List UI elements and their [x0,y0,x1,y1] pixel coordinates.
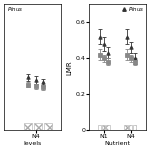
X-axis label: levels: levels [23,141,42,146]
Bar [102,125,105,130]
Bar [124,125,127,130]
Bar [106,125,109,130]
Y-axis label: LMR: LMR [66,60,72,75]
X-axis label: Nutrient: Nutrient [105,141,130,146]
Legend: $\it{Pinus}$: $\it{Pinus}$ [122,5,145,13]
Bar [24,123,32,130]
Bar [129,125,132,130]
Bar [98,125,101,130]
Bar [133,125,136,130]
Text: $\it{Pinus}$: $\it{Pinus}$ [7,5,24,14]
Bar [34,123,42,130]
Bar [44,123,52,130]
